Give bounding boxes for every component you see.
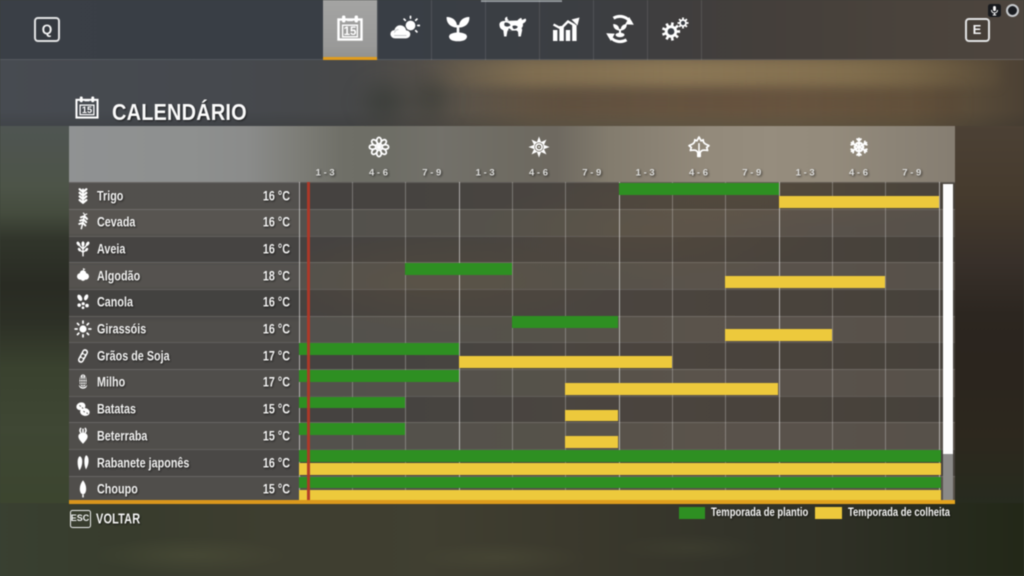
svg-text:15: 15	[343, 26, 356, 38]
svg-text:15: 15	[82, 105, 92, 115]
